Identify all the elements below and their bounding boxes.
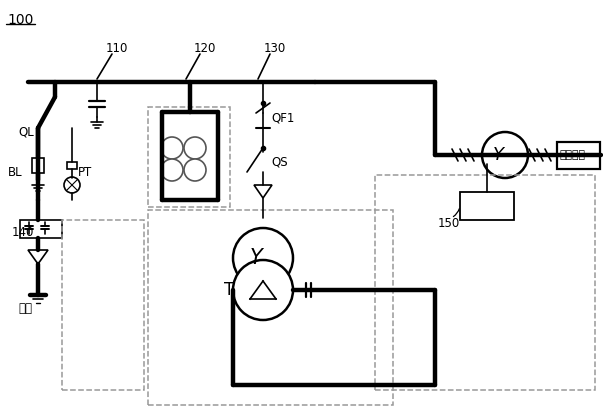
Text: 130: 130	[264, 42, 286, 55]
Bar	[67, 162, 77, 169]
Text: 110: 110	[106, 42, 128, 55]
Text: PT: PT	[78, 166, 92, 178]
Bar	[557, 142, 600, 169]
Bar	[32, 158, 44, 173]
Text: 电网: 电网	[18, 301, 32, 314]
Polygon shape	[28, 250, 48, 264]
Text: 用电设备: 用电设备	[559, 150, 585, 160]
Text: 150: 150	[438, 216, 460, 229]
Bar	[375, 175, 595, 390]
Text: Y: Y	[250, 248, 262, 268]
Bar	[148, 210, 393, 405]
Text: QF1: QF1	[271, 111, 294, 125]
Text: 120: 120	[194, 42, 216, 55]
Circle shape	[233, 228, 293, 288]
Text: Y: Y	[493, 146, 504, 164]
Circle shape	[233, 260, 293, 320]
Circle shape	[184, 159, 206, 181]
Text: QL: QL	[18, 126, 34, 138]
Text: 140: 140	[12, 226, 34, 239]
Text: QS: QS	[271, 156, 288, 168]
Circle shape	[161, 159, 183, 181]
Circle shape	[64, 177, 80, 193]
Bar	[148, 107, 230, 207]
Circle shape	[482, 132, 528, 178]
Circle shape	[161, 137, 183, 159]
Polygon shape	[254, 185, 272, 198]
Text: T: T	[224, 281, 234, 299]
Bar	[20, 220, 62, 238]
Bar	[460, 192, 514, 220]
Circle shape	[184, 137, 206, 159]
Text: BL: BL	[8, 166, 23, 178]
Bar	[62, 220, 144, 390]
Text: 100: 100	[7, 13, 33, 27]
